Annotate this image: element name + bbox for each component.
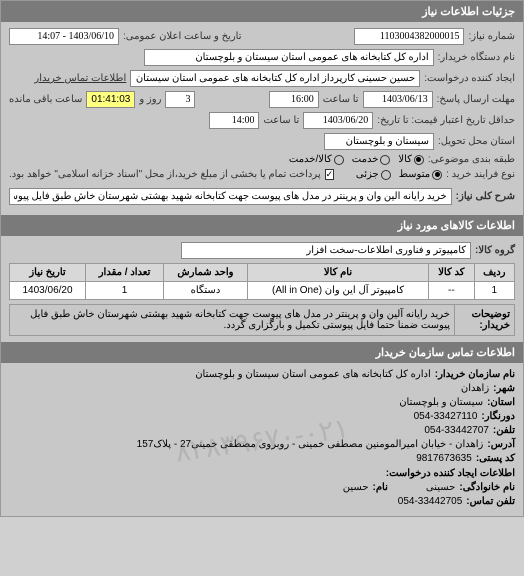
buyer-org-label: نام دستگاه خریدار: [438, 52, 515, 63]
payment-note-label: پرداخت تمام یا بخشی از مبلغ خرید،از محل … [9, 169, 321, 180]
response-date-input[interactable] [363, 91, 433, 108]
validity-date-input[interactable] [303, 112, 373, 129]
td-code: -- [429, 282, 474, 300]
need-title-input[interactable] [9, 188, 452, 205]
fax-value: 054-33427110 [414, 411, 478, 422]
th-date: تاریخ نیاز [10, 264, 86, 282]
purchase-medium[interactable]: متوسط [399, 169, 442, 180]
goods-table: ردیف کد کالا نام کالا واحد شمارش تعداد /… [9, 263, 515, 300]
request-number-input[interactable] [354, 28, 464, 45]
address-label: آدرس: [487, 439, 515, 450]
main-panel: جزئیات اطلاعات نیاز شماره نیاز: تاریخ و … [0, 0, 524, 517]
org-name-label: نام سازمان خریدار: [435, 369, 515, 380]
province-value: سیستان و بلوچستان [399, 397, 483, 408]
family-label: نام خانوادگی: [459, 482, 515, 493]
need-title-label: شرح کلی نیاز: [456, 191, 515, 202]
goods-info-body: گروه کالا: ردیف کد کالا نام کالا واحد شم… [1, 236, 523, 342]
delivery-place-input[interactable] [324, 133, 434, 150]
address-value: زاهدان - خیابان امیرالمومنین مصطفی خمینی… [137, 439, 484, 450]
validity-time-label: تا ساعت [263, 115, 299, 126]
phone-label: تلفن: [493, 425, 515, 436]
response-deadline-label: مهلت ارسال پاسخ: [437, 94, 515, 105]
th-qty: تعداد / مقدار [86, 264, 164, 282]
purchase-minor[interactable]: جزئی [356, 169, 391, 180]
org-name-value: اداره کل کتابخانه های عمومی استان سیستان… [195, 369, 431, 380]
td-name: کامپیوتر آل این وان (All in One) [247, 282, 428, 300]
announce-datetime-input[interactable] [9, 28, 119, 45]
need-info-header: جزئیات اطلاعات نیاز [1, 1, 523, 22]
time-remaining-value: 01:41:03 [86, 91, 135, 108]
supply-both[interactable]: کالا/خدمت [289, 154, 344, 165]
th-row: ردیف [474, 264, 514, 282]
supply-khedmat[interactable]: خدمت [352, 154, 391, 165]
table-row[interactable]: 1 -- کامپیوتر آل این وان (All in One) دس… [10, 282, 515, 300]
name-value: حسین [343, 482, 369, 493]
request-creator-label: ایجاد کننده درخواست: [424, 73, 515, 84]
phone-value: 054-33442707 [424, 425, 489, 436]
contact-buyer-link[interactable]: اطلاعات تماس خریدار [34, 73, 126, 84]
td-date: 1403/06/20 [10, 282, 86, 300]
fax-label: دورنگار: [481, 411, 515, 422]
purchase-type-group: متوسط جزئی [356, 169, 442, 180]
name-label: نام: [373, 482, 388, 493]
goods-group-label: گروه کالا: [475, 245, 515, 256]
description-content: خرید رایانه آلین وان و پرینتر در مدل های… [10, 305, 454, 335]
days-and-label: روز و [139, 94, 161, 105]
creator-header-label: اطلاعات ایجاد کننده درخواست: [386, 468, 515, 479]
need-info-body: شماره نیاز: تاریخ و ساعت اعلان عمومی: نا… [1, 22, 523, 215]
city-value: زاهدان [461, 383, 489, 394]
th-unit: واحد شمارش [164, 264, 248, 282]
th-code: کد کالا [429, 264, 474, 282]
validity-time-input[interactable] [209, 112, 259, 129]
contact-info-header: اطلاعات تماس سازمان خریدار [1, 342, 523, 363]
postal-label: کد پستی: [476, 453, 515, 464]
payment-checkbox[interactable] [325, 169, 335, 180]
td-qty: 1 [86, 282, 164, 300]
goods-group-input[interactable] [181, 242, 471, 259]
description-label: توضیحات خریدار: [454, 305, 514, 335]
validity-until-label: حداقل تاریخ اعتبار قیمت: تا تاریخ: [377, 115, 515, 126]
delivery-place-label: استان محل تحویل: [438, 136, 515, 147]
table-header-row: ردیف کد کالا نام کالا واحد شمارش تعداد /… [10, 264, 515, 282]
supply-type-label: طبقه بندی موضوعی: [428, 154, 515, 165]
postal-value: 9817673635 [416, 453, 472, 464]
city-label: شهر: [493, 383, 515, 394]
request-number-label: شماره نیاز: [468, 31, 515, 42]
response-time-label: تا ساعت [323, 94, 359, 105]
family-value: حسینی [426, 482, 455, 493]
td-unit: دستگاه [164, 282, 248, 300]
supply-kala[interactable]: کالا [398, 154, 424, 165]
announce-datetime-label: تاریخ و ساعت اعلان عمومی: [123, 31, 242, 42]
supply-type-group: کالا خدمت کالا/خدمت [289, 154, 424, 165]
goods-info-header: اطلاعات کالاهای مورد نیاز [1, 215, 523, 236]
buyer-org-input[interactable] [144, 49, 434, 66]
creator-phone-label: تلفن تماس: [466, 496, 515, 507]
days-input[interactable] [165, 91, 195, 108]
response-time-input[interactable] [269, 91, 319, 108]
td-row: 1 [474, 282, 514, 300]
creator-phone-value: 054-33442705 [398, 496, 463, 507]
contact-info-body: ۸۲۸۳۹۶۷۰-۰۲۱ نام سازمان خریدار: اداره کل… [1, 363, 523, 516]
th-name: نام کالا [247, 264, 428, 282]
time-remaining-label: ساعت باقی مانده [9, 94, 82, 105]
request-creator-input[interactable] [130, 70, 420, 87]
province-label: استان: [487, 397, 515, 408]
purchase-type-label: نوع فرایند خرید : [446, 169, 515, 180]
description-section: توضیحات خریدار: خرید رایانه آلین وان و پ… [9, 304, 515, 336]
